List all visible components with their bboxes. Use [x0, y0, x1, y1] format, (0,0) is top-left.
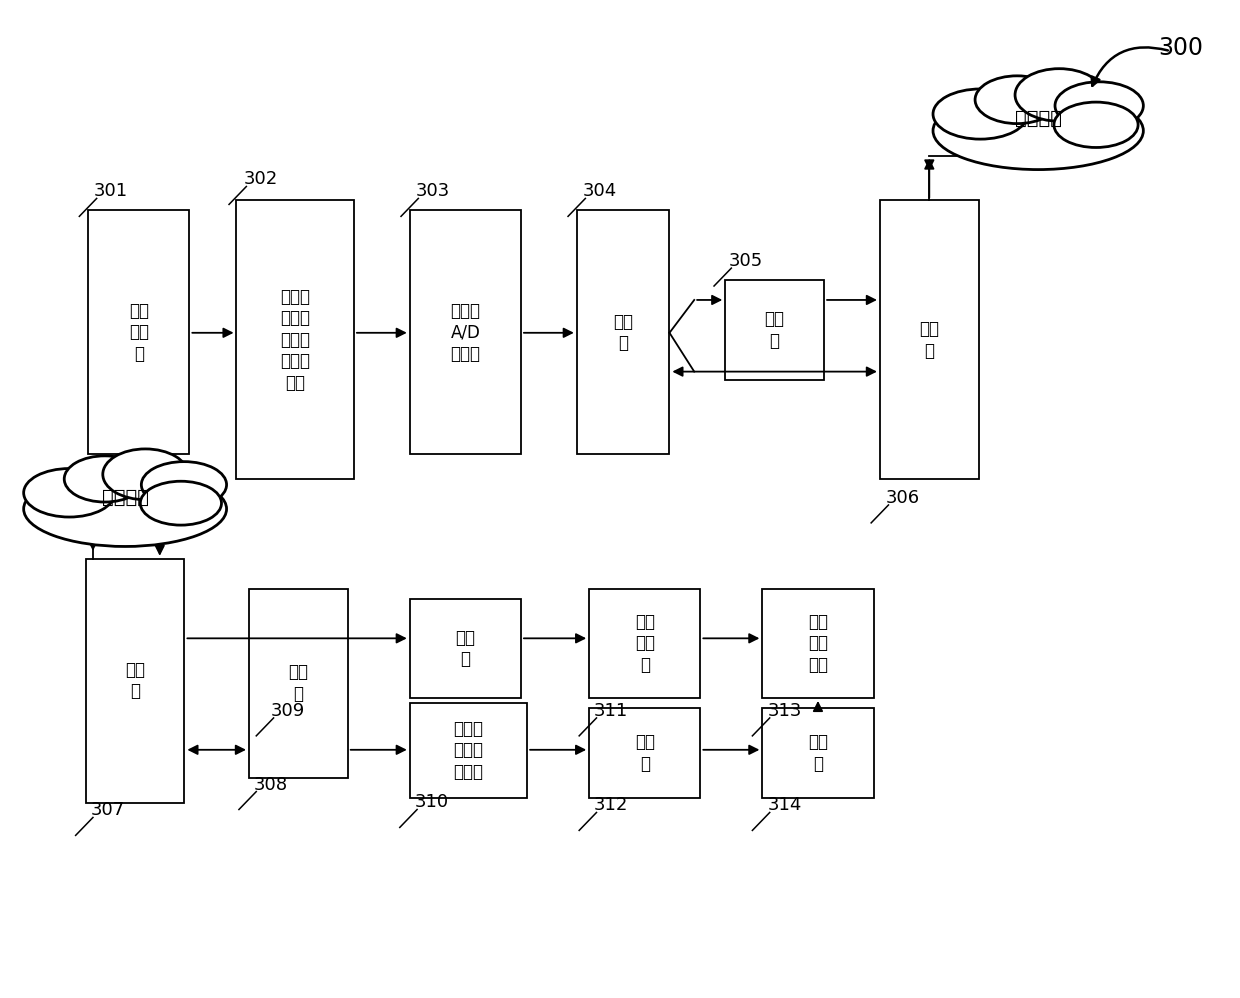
Text: 数码
管显
示器: 数码 管显 示器 [808, 613, 828, 674]
Text: 307: 307 [91, 801, 125, 819]
Text: 308: 308 [254, 775, 288, 793]
Text: 314: 314 [768, 796, 801, 814]
FancyBboxPatch shape [88, 211, 190, 454]
Text: 311: 311 [594, 702, 629, 720]
Text: 单片机
控制驱
动电路: 单片机 控制驱 动电路 [454, 720, 484, 780]
Ellipse shape [1054, 102, 1138, 148]
Text: 真空规
调制电
路、信
号隔离
电路: 真空规 调制电 路、信 号隔离 电路 [280, 287, 310, 392]
Text: 305: 305 [729, 252, 763, 270]
FancyBboxPatch shape [249, 589, 347, 777]
Ellipse shape [24, 468, 115, 517]
Text: 收发
器: 收发 器 [919, 320, 940, 359]
Text: 306: 306 [887, 489, 920, 507]
FancyBboxPatch shape [409, 211, 521, 454]
Ellipse shape [64, 456, 145, 502]
Text: 300: 300 [1158, 36, 1203, 60]
Text: 接收信号: 接收信号 [102, 487, 149, 507]
FancyBboxPatch shape [409, 703, 527, 797]
Ellipse shape [24, 471, 227, 547]
Text: 312: 312 [594, 796, 629, 814]
FancyBboxPatch shape [725, 280, 825, 379]
Ellipse shape [975, 76, 1059, 124]
Text: 单片
机: 单片 机 [289, 664, 309, 703]
Ellipse shape [141, 462, 227, 508]
FancyBboxPatch shape [763, 589, 874, 698]
Text: 301: 301 [94, 183, 128, 201]
Text: 计数
器: 计数 器 [635, 734, 655, 772]
Text: 310: 310 [414, 793, 449, 811]
Ellipse shape [140, 481, 222, 525]
FancyBboxPatch shape [409, 599, 521, 698]
Text: 发射信号: 发射信号 [1014, 110, 1061, 129]
FancyBboxPatch shape [589, 589, 701, 698]
FancyBboxPatch shape [237, 201, 353, 479]
FancyBboxPatch shape [880, 201, 978, 479]
Text: 真空规
A/D
变换器: 真空规 A/D 变换器 [450, 301, 480, 363]
Text: 309: 309 [272, 702, 305, 720]
Ellipse shape [932, 92, 1143, 170]
Text: 收发
器: 收发 器 [125, 661, 145, 701]
Text: 302: 302 [244, 171, 278, 189]
Ellipse shape [1055, 82, 1143, 130]
Text: 313: 313 [768, 702, 801, 720]
Ellipse shape [1016, 69, 1104, 121]
Ellipse shape [103, 449, 188, 500]
Text: 七段
译码
器: 七段 译码 器 [635, 613, 655, 674]
FancyBboxPatch shape [763, 708, 874, 797]
Text: 单片
机: 单片 机 [613, 312, 634, 352]
FancyBboxPatch shape [577, 211, 670, 454]
Text: 编码
器: 编码 器 [765, 310, 785, 349]
Text: 译码
器: 译码 器 [455, 629, 475, 668]
Text: 驱动
器: 驱动 器 [808, 734, 828, 772]
Text: 真空
传感
器: 真空 传感 器 [129, 301, 149, 363]
Text: 304: 304 [583, 183, 618, 201]
Ellipse shape [932, 89, 1028, 139]
FancyBboxPatch shape [589, 708, 701, 797]
Text: 303: 303 [415, 183, 450, 201]
FancyBboxPatch shape [86, 559, 185, 802]
